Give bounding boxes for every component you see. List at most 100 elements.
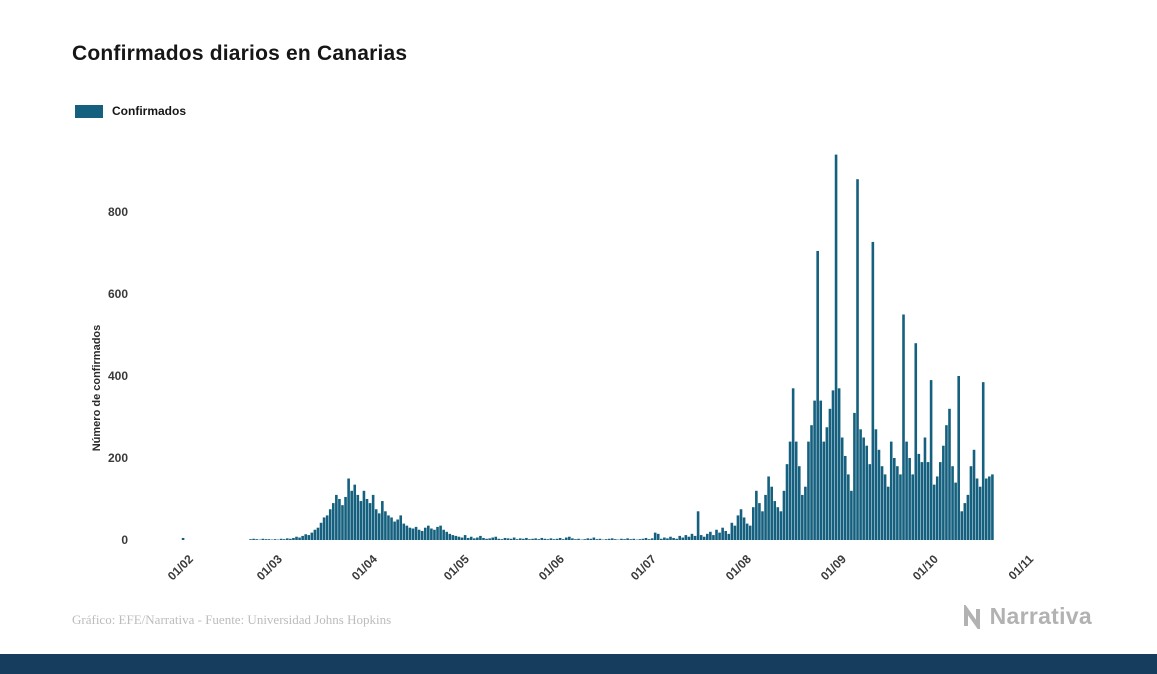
bar — [837, 388, 841, 540]
bar — [847, 474, 850, 540]
bar — [515, 539, 519, 540]
bar — [574, 539, 577, 540]
bar — [923, 437, 927, 540]
bar — [341, 505, 344, 540]
bar — [592, 537, 596, 540]
bar — [295, 536, 298, 540]
bar — [929, 380, 933, 540]
bar — [589, 538, 593, 540]
bar — [525, 537, 528, 540]
bar — [328, 509, 332, 540]
bar — [755, 490, 758, 540]
bar — [460, 537, 464, 540]
bar — [289, 538, 292, 540]
bar — [586, 538, 590, 540]
bar — [696, 511, 700, 540]
legend-label-confirmados: Confirmados — [112, 104, 187, 118]
bar — [813, 400, 816, 540]
bar — [816, 250, 819, 540]
bar — [935, 476, 939, 540]
bar — [261, 538, 265, 540]
bar — [727, 533, 731, 540]
bar — [286, 538, 289, 540]
bar — [583, 539, 586, 540]
bar — [546, 539, 550, 540]
bar — [531, 538, 534, 540]
bar — [641, 538, 645, 540]
bar — [310, 532, 314, 540]
bar — [371, 494, 375, 540]
bar — [724, 530, 727, 540]
bar — [638, 539, 642, 540]
bar — [322, 517, 326, 540]
bar — [365, 499, 369, 540]
bar — [417, 529, 421, 540]
bar — [877, 449, 881, 540]
bar — [822, 441, 826, 540]
bar — [420, 530, 424, 540]
bar — [301, 535, 304, 540]
bar — [681, 537, 685, 540]
bar — [623, 539, 626, 540]
bar — [758, 503, 761, 540]
bar — [445, 531, 449, 540]
bar — [969, 466, 973, 540]
bar — [702, 536, 706, 540]
bar — [522, 538, 525, 540]
bar — [868, 464, 872, 540]
bar — [948, 408, 951, 540]
bar — [893, 458, 896, 540]
bar — [509, 538, 513, 540]
bar — [709, 531, 712, 540]
bar — [436, 526, 439, 540]
bar — [469, 536, 473, 540]
bar — [408, 527, 412, 540]
bar — [951, 466, 954, 540]
bar — [843, 455, 847, 540]
bar — [770, 486, 773, 540]
bar — [381, 501, 384, 540]
bar — [739, 509, 743, 540]
bar — [911, 474, 914, 540]
bar — [528, 539, 531, 540]
bar — [899, 474, 902, 540]
bar — [926, 462, 930, 540]
bar — [577, 538, 580, 540]
bar — [374, 509, 378, 540]
bar — [282, 539, 286, 540]
bar — [555, 538, 559, 540]
bar — [497, 538, 501, 540]
bar — [914, 343, 918, 540]
bar — [865, 445, 869, 540]
bar — [889, 441, 893, 540]
bar — [902, 314, 905, 540]
bar — [494, 536, 498, 540]
bar — [433, 529, 436, 540]
bar — [393, 521, 396, 540]
bar — [629, 539, 632, 540]
bar — [761, 511, 764, 540]
bar — [558, 537, 562, 540]
bar — [359, 501, 363, 540]
bar — [684, 535, 688, 540]
bar — [782, 490, 786, 540]
bar — [571, 538, 574, 540]
bar — [975, 478, 979, 540]
bar — [540, 537, 544, 540]
bar — [506, 538, 510, 540]
bar — [442, 529, 445, 540]
bar — [840, 437, 844, 540]
bar — [500, 539, 504, 540]
bar — [610, 538, 614, 540]
bar — [663, 537, 666, 540]
bar — [298, 537, 301, 540]
bar — [874, 429, 878, 540]
bar — [721, 527, 724, 540]
bar — [537, 539, 540, 540]
bar — [402, 523, 406, 540]
bar — [733, 525, 737, 540]
bar — [479, 535, 482, 540]
bar — [292, 537, 295, 540]
bar — [338, 499, 341, 540]
